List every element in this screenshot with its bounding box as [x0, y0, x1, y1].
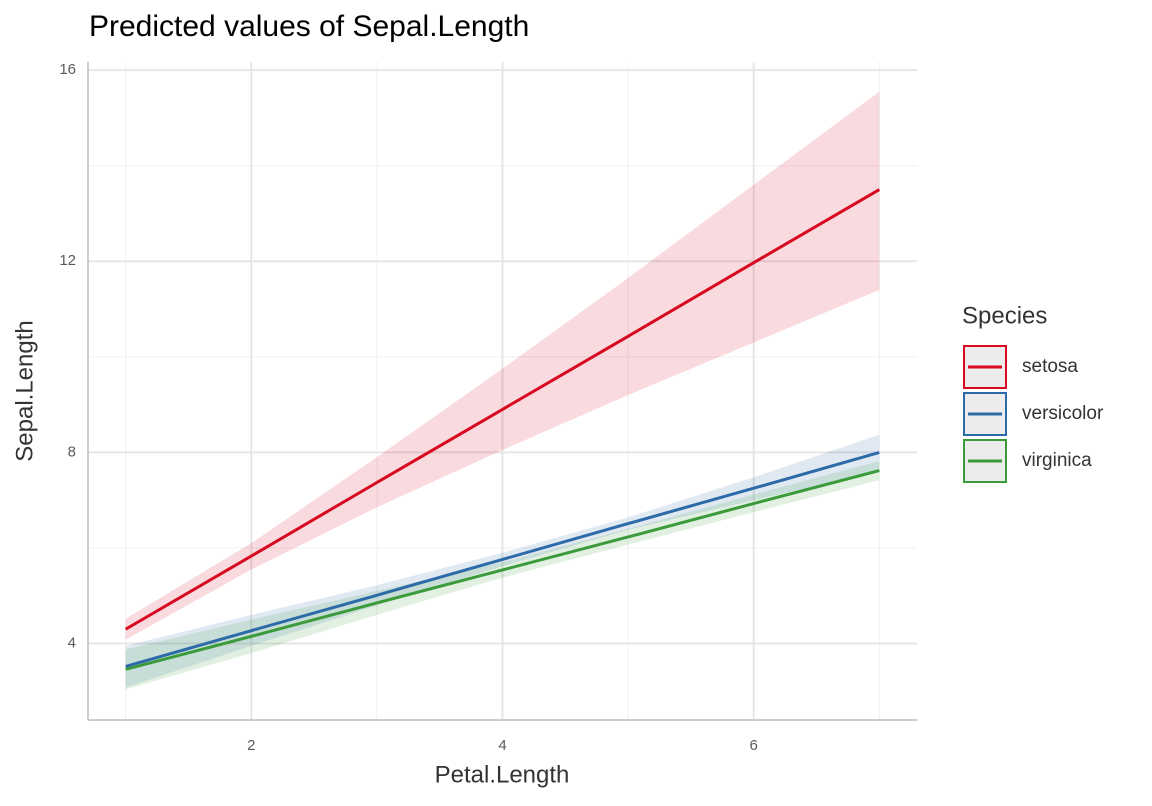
x-axis-title: Petal.Length: [435, 761, 570, 788]
y-tick-label: 12: [59, 252, 76, 269]
chart-title: Predicted values of Sepal.Length: [89, 10, 529, 43]
line: [125, 469, 880, 671]
line: [124, 188, 881, 631]
y-tick-label: 8: [68, 443, 76, 460]
legend-label: versicolor: [1022, 403, 1104, 424]
legend-title: Species: [962, 302, 1047, 329]
x-tick-label: 2: [247, 737, 255, 754]
y-tick-label: 16: [59, 61, 76, 78]
x-tick-label: 6: [750, 737, 758, 754]
x-tick-label: 4: [498, 737, 506, 754]
y-tick-label: 4: [68, 635, 76, 652]
legend-label: virginica: [1022, 450, 1092, 471]
confidence-band: [125, 461, 880, 690]
confidence-band: [125, 434, 880, 688]
line: [125, 450, 880, 668]
confidence-band: [125, 91, 880, 640]
legend-label: setosa: [1022, 356, 1078, 377]
y-axis-title: Sepal.Length: [11, 320, 38, 461]
